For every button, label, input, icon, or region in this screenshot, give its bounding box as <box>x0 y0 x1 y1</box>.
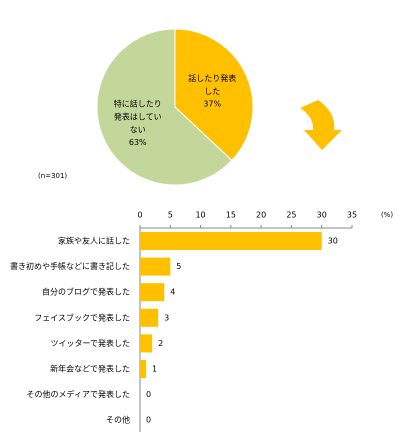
note: (n=301) <box>38 172 67 180</box>
bar <box>140 232 322 250</box>
x-tick-label: 35 <box>347 211 357 220</box>
bar <box>140 283 165 302</box>
bar <box>140 308 159 327</box>
pie-slice <box>96 28 233 186</box>
x-tick-label: 5 <box>168 211 173 220</box>
slice-label: 特に話したり発表はしていない <box>114 98 162 134</box>
arrow <box>300 100 342 150</box>
value-label: 4 <box>170 288 175 297</box>
category-label: 新年会などで発表した <box>50 364 130 374</box>
bar <box>140 360 147 378</box>
x-tick-label: 30 <box>317 211 327 220</box>
value-label: 3 <box>164 313 169 322</box>
bar <box>140 334 153 353</box>
bar <box>140 257 171 276</box>
x-tick-label: 25 <box>286 211 296 220</box>
slice-label: 話したり発表した <box>188 72 236 95</box>
category-label: フェイスブックで発表した <box>34 312 130 322</box>
value-label: 0 <box>146 416 151 425</box>
slice-value-label: 37% <box>203 99 221 108</box>
category-label: 自分のブログで発表した <box>42 287 130 297</box>
value-label: 2 <box>158 339 163 348</box>
x-tick-label: 15 <box>226 211 236 220</box>
category-label: 家族や友人に話した <box>58 236 130 246</box>
value-label: 5 <box>176 262 181 271</box>
category-label: その他 <box>106 415 130 425</box>
value-label: 1 <box>152 365 157 374</box>
category-label: 書き初めや手帳などに書き記した <box>10 261 130 271</box>
pie-slice <box>174 28 254 162</box>
x-tick-label: 10 <box>195 211 205 220</box>
x-tick-label: 20 <box>256 211 266 220</box>
category-label: ツイッターで発表した <box>50 338 130 348</box>
x-tick-label: 0 <box>137 211 142 220</box>
x-axis-label: (%) <box>381 211 393 219</box>
value-label: 30 <box>328 237 338 246</box>
slice-value-label: 63% <box>129 138 147 147</box>
value-label: 0 <box>146 390 151 399</box>
category-label: その他のメディアで発表した <box>27 389 130 399</box>
